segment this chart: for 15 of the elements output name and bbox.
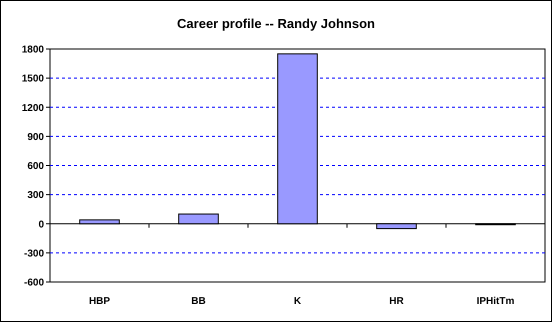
x-tick-label: IPHitTm [476,296,514,307]
x-tick-label: HBP [88,296,110,307]
y-tick-label: 300 [27,190,44,202]
y-tick-label: 1500 [22,74,44,85]
y-tick-label: 900 [27,132,44,143]
y-tick-label: 1800 [22,44,44,56]
x-tick-label: BB [191,296,206,307]
y-tick-label: 600 [27,161,44,172]
y-tick-label: -300 [24,248,44,260]
y-tick-label: -600 [24,278,44,288]
y-tick-label: 1200 [22,102,44,114]
x-tick-label: K [294,296,302,307]
chart-title: Career profile -- Randy Johnson [177,16,376,31]
x-tick-label: HR [389,296,404,307]
y-tick-label: 0 [38,219,44,230]
